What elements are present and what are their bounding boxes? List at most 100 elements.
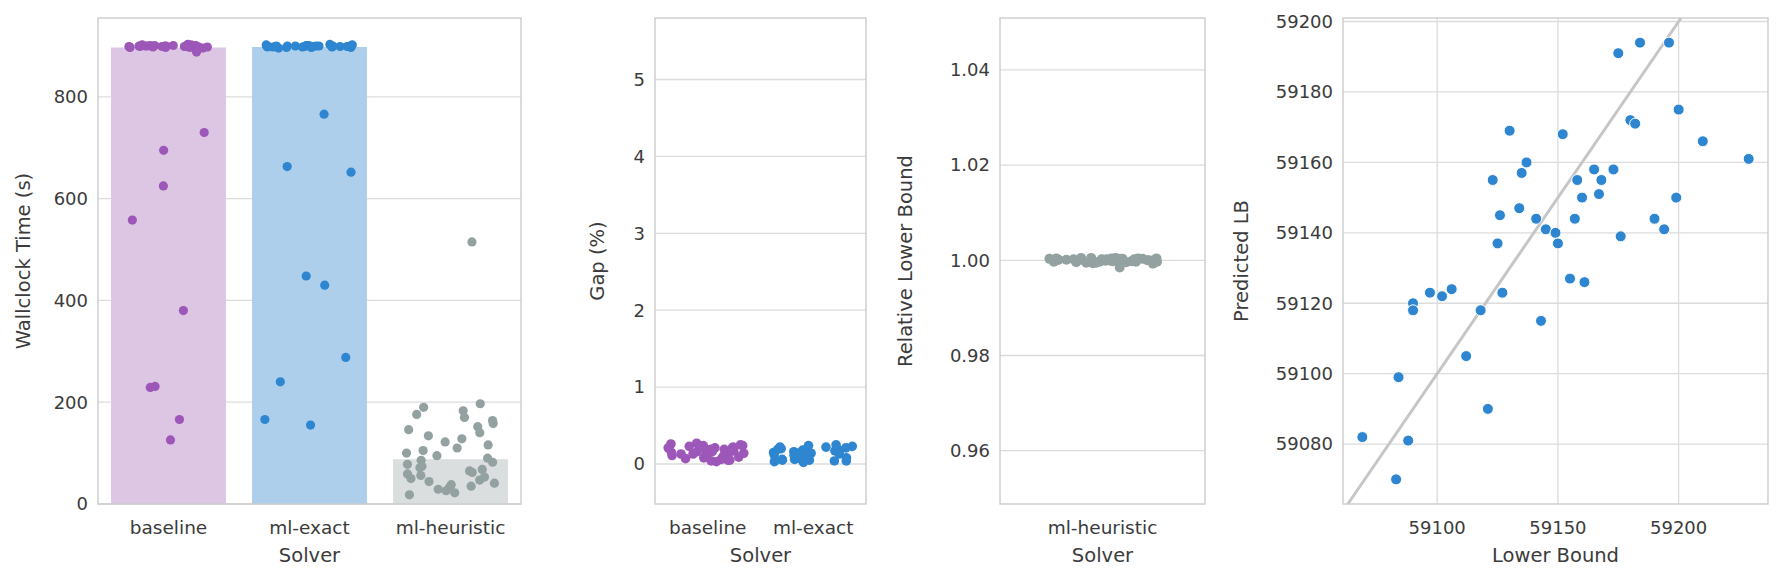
data-point bbox=[1044, 254, 1054, 264]
gridlines-predicted_vs_lower_bound bbox=[1343, 18, 1768, 504]
data-point bbox=[702, 448, 712, 458]
data-point bbox=[1564, 273, 1575, 284]
data-point bbox=[475, 475, 484, 484]
data-point bbox=[434, 485, 443, 494]
ytick-label: 1.00 bbox=[950, 250, 990, 271]
data-point bbox=[1635, 37, 1646, 48]
ytick-label: 59120 bbox=[1276, 293, 1333, 314]
data-point bbox=[1552, 238, 1563, 249]
data-point bbox=[457, 434, 466, 443]
data-point bbox=[283, 162, 292, 171]
data-point bbox=[666, 439, 676, 449]
data-point bbox=[404, 425, 413, 434]
data-point bbox=[128, 215, 137, 224]
data-point bbox=[831, 440, 841, 450]
data-point bbox=[1475, 305, 1486, 316]
data-point bbox=[298, 42, 307, 51]
data-point bbox=[1613, 48, 1624, 59]
strip-points-baseline bbox=[663, 438, 748, 466]
data-point bbox=[166, 435, 175, 444]
data-point bbox=[1569, 213, 1580, 224]
data-point bbox=[341, 353, 350, 362]
data-point bbox=[1357, 432, 1368, 443]
data-point bbox=[1487, 175, 1498, 186]
data-point bbox=[1069, 254, 1079, 264]
data-point bbox=[320, 281, 329, 290]
data-point bbox=[460, 413, 469, 422]
x-axis-label: Solver bbox=[279, 544, 341, 567]
data-point bbox=[441, 437, 450, 446]
ytick-label: 1.04 bbox=[950, 59, 990, 80]
figure-panel: 0200400600800baselineml-exactml-heuristi… bbox=[0, 0, 1784, 582]
data-point bbox=[169, 41, 178, 50]
data-point bbox=[739, 448, 749, 458]
data-point bbox=[1630, 118, 1641, 129]
data-point bbox=[307, 43, 316, 52]
data-point bbox=[1437, 291, 1448, 302]
data-point bbox=[424, 431, 433, 440]
ytick-label: 59200 bbox=[1276, 11, 1333, 32]
data-point bbox=[402, 449, 411, 458]
data-point bbox=[841, 456, 851, 466]
data-point bbox=[475, 428, 484, 437]
ytick-label: 59180 bbox=[1276, 81, 1333, 102]
data-point bbox=[442, 486, 451, 495]
data-point bbox=[1408, 305, 1419, 316]
x-axis-label: Solver bbox=[730, 544, 792, 567]
data-point bbox=[260, 415, 269, 424]
data-point bbox=[416, 471, 425, 480]
data-point bbox=[263, 42, 272, 51]
data-point bbox=[450, 488, 459, 497]
data-point bbox=[667, 448, 677, 458]
data-point bbox=[306, 421, 315, 430]
data-point bbox=[282, 43, 291, 52]
data-point bbox=[1497, 287, 1508, 298]
data-point bbox=[1097, 255, 1107, 265]
data-point bbox=[1391, 474, 1402, 485]
charts-canvas: 0200400600800baselineml-exactml-heuristi… bbox=[0, 0, 1784, 582]
data-point bbox=[159, 146, 168, 155]
data-point bbox=[125, 43, 134, 52]
data-point bbox=[1148, 259, 1158, 269]
ytick-label: 2 bbox=[634, 300, 645, 321]
y-axis-label: Gap (%) bbox=[586, 221, 609, 300]
data-point bbox=[1663, 37, 1674, 48]
data-point bbox=[467, 482, 476, 491]
data-point bbox=[778, 455, 788, 465]
axis-labels-gap_percent: 012345baselineml-exactSolverGap (%) bbox=[586, 69, 854, 567]
axis-labels-predicted_vs_lower_bound: 5908059100591205914059160591805920059100… bbox=[1230, 11, 1707, 567]
ytick-label: 59080 bbox=[1276, 433, 1333, 454]
category-label: ml-exact bbox=[269, 517, 350, 538]
data-point bbox=[272, 41, 281, 50]
data-point bbox=[159, 181, 168, 190]
data-point bbox=[1403, 435, 1414, 446]
data-point bbox=[1531, 213, 1542, 224]
xtick-label: 59200 bbox=[1650, 517, 1707, 538]
y-axis-label: Wallclock Time (s) bbox=[12, 173, 35, 349]
data-point bbox=[488, 458, 497, 467]
data-point bbox=[1514, 203, 1525, 214]
data-point bbox=[489, 419, 498, 428]
data-point bbox=[432, 451, 441, 460]
data-point bbox=[736, 440, 746, 450]
data-point bbox=[192, 47, 201, 56]
data-point bbox=[146, 383, 155, 392]
data-point bbox=[412, 410, 421, 419]
data-point bbox=[1579, 277, 1590, 288]
ytick-label: 600 bbox=[54, 188, 88, 209]
ytick-label: 0.98 bbox=[950, 345, 990, 366]
strip-points-ml-exact bbox=[769, 440, 857, 467]
data-point bbox=[467, 237, 476, 246]
ytick-label: 3 bbox=[634, 223, 645, 244]
data-point bbox=[476, 399, 485, 408]
bar-baseline bbox=[111, 48, 226, 504]
ytick-label: 0.96 bbox=[950, 440, 990, 461]
data-point bbox=[160, 41, 169, 50]
data-point bbox=[1589, 164, 1600, 175]
data-point bbox=[1550, 227, 1561, 238]
data-point bbox=[1492, 238, 1503, 249]
data-point bbox=[1118, 254, 1128, 264]
data-point bbox=[135, 42, 144, 51]
ytick-label: 800 bbox=[54, 86, 88, 107]
data-point bbox=[1615, 231, 1626, 242]
